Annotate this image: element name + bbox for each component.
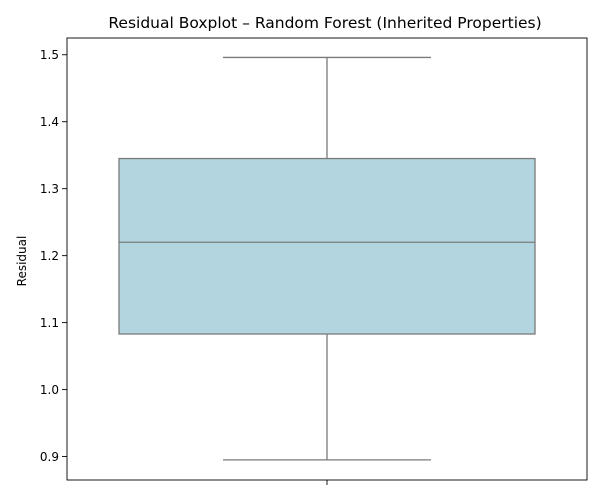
y-tick-label: 1.1 (40, 316, 59, 330)
chart-title: Residual Boxplot – Random Forest (Inheri… (108, 14, 541, 32)
y-tick-label: 0.9 (40, 450, 59, 464)
y-tick-label: 1.5 (40, 48, 59, 62)
y-axis-label: Residual (15, 236, 29, 287)
iqr-box (119, 159, 535, 334)
y-tick-label: 1.3 (40, 182, 59, 196)
y-tick-label: 1.4 (40, 115, 59, 129)
plot-area: 0.9 1.0 1.1 1.2 1.3 1.4 1.5 (40, 38, 587, 485)
y-tick-label: 1.2 (40, 249, 59, 263)
y-tick-label: 1.0 (40, 383, 59, 397)
